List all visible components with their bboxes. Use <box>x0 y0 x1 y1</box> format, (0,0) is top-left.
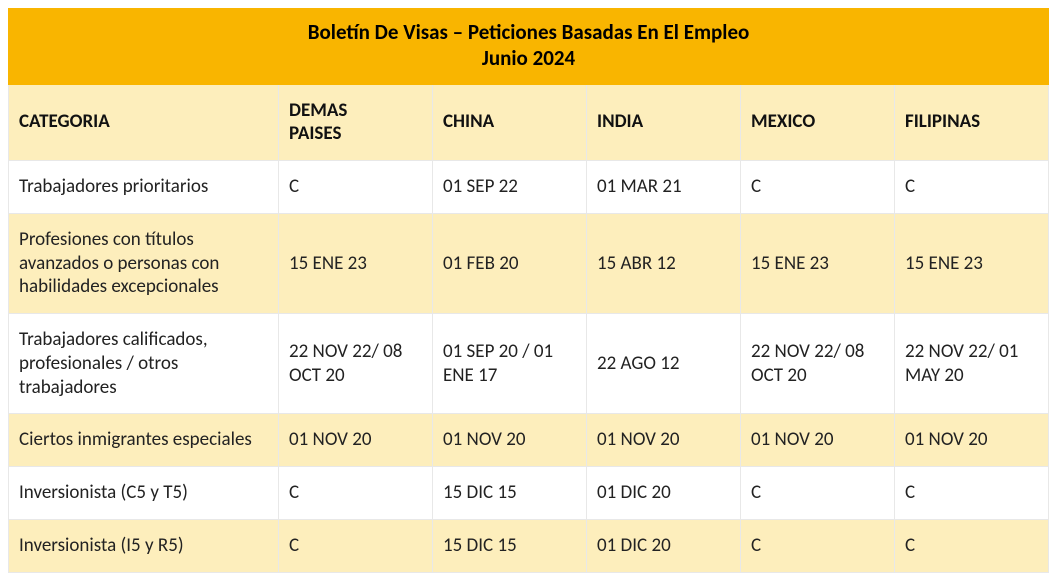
cell-value: C <box>895 161 1049 214</box>
hdr-india: INDIA <box>587 84 741 161</box>
table-row: Inversionista (I5 y R5)C15 DIC 1501 DIC … <box>9 519 1049 572</box>
cell-value: C <box>741 519 895 572</box>
title-line-1: Boletín De Visas – Peticiones Basadas En… <box>308 19 750 45</box>
cell-value: 15 DIC 15 <box>433 467 587 520</box>
title-line-2: Junio 2024 <box>482 45 575 71</box>
cell-value: 01 NOV 20 <box>433 414 587 467</box>
table-title-row: Boletín De Visas – Peticiones Basadas En… <box>9 9 1049 85</box>
cell-category: Inversionista (I5 y R5) <box>9 519 279 572</box>
cell-category: Inversionista (C5 y T5) <box>9 467 279 520</box>
table-row: Ciertos inmigrantes especiales01 NOV 200… <box>9 414 1049 467</box>
cell-value: C <box>895 467 1049 520</box>
cell-value: 15 ENE 23 <box>279 213 433 313</box>
table-row: Trabajadores prioritariosC01 SEP 2201 MA… <box>9 161 1049 214</box>
cell-value: 01 SEP 20 / 01 ENE 17 <box>433 314 587 414</box>
hdr-filipinas: FILIPINAS <box>895 84 1049 161</box>
hdr-demas-paises: DEMAS PAISES <box>279 84 433 161</box>
cell-value: 01 MAR 21 <box>587 161 741 214</box>
cell-value: C <box>741 161 895 214</box>
table-body: Trabajadores prioritariosC01 SEP 2201 MA… <box>9 161 1049 573</box>
cell-value: 22 NOV 22/ 08 OCT 20 <box>741 314 895 414</box>
cell-value: 01 SEP 22 <box>433 161 587 214</box>
cell-value: C <box>895 519 1049 572</box>
table-row: Trabajadores calificados, profesionales … <box>9 314 1049 414</box>
table-title-cell: Boletín De Visas – Peticiones Basadas En… <box>9 9 1049 85</box>
cell-value: 15 ABR 12 <box>587 213 741 313</box>
cell-value: 01 DIC 20 <box>587 519 741 572</box>
hdr-categoria: CATEGORIA <box>9 84 279 161</box>
table-header-row: CATEGORIA DEMAS PAISES CHINA INDIA MEXIC… <box>9 84 1049 161</box>
table-row: Profesiones con títulos avanzados o pers… <box>9 213 1049 313</box>
cell-category: Trabajadores prioritarios <box>9 161 279 214</box>
cell-value: 22 NOV 22/ 01 MAY 20 <box>895 314 1049 414</box>
cell-value: 01 NOV 20 <box>279 414 433 467</box>
hdr-mexico: MEXICO <box>741 84 895 161</box>
cell-value: 15 ENE 23 <box>895 213 1049 313</box>
hdr-china: CHINA <box>433 84 587 161</box>
cell-value: 01 NOV 20 <box>587 414 741 467</box>
cell-value: C <box>279 161 433 214</box>
cell-value: 15 ENE 23 <box>741 213 895 313</box>
cell-value: 01 DIC 20 <box>587 467 741 520</box>
cell-value: 22 NOV 22/ 08 OCT 20 <box>279 314 433 414</box>
cell-value: 15 DIC 15 <box>433 519 587 572</box>
visa-bulletin-table: Boletín De Visas – Peticiones Basadas En… <box>8 8 1049 573</box>
table-row: Inversionista (C5 y T5)C15 DIC 1501 DIC … <box>9 467 1049 520</box>
cell-value: 01 FEB 20 <box>433 213 587 313</box>
cell-value: C <box>741 467 895 520</box>
cell-value: 01 NOV 20 <box>741 414 895 467</box>
hdr-demas-paises-l1: DEMAS <box>289 99 347 122</box>
hdr-demas-paises-l2: PAISES <box>289 122 341 145</box>
cell-category: Trabajadores calificados, profesionales … <box>9 314 279 414</box>
cell-category: Profesiones con títulos avanzados o pers… <box>9 213 279 313</box>
cell-value: C <box>279 467 433 520</box>
cell-value: 01 NOV 20 <box>895 414 1049 467</box>
cell-value: 22 AGO 12 <box>587 314 741 414</box>
cell-category: Ciertos inmigrantes especiales <box>9 414 279 467</box>
cell-value: C <box>279 519 433 572</box>
